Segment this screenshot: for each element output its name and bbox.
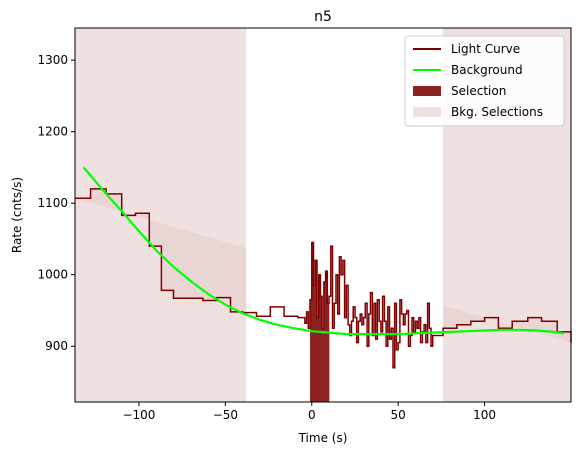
- background-layer: [82, 166, 565, 336]
- chart-title: n5: [314, 9, 332, 25]
- legend-label: Background: [451, 63, 523, 77]
- y-tick-label: 1000: [37, 268, 68, 282]
- light-curve-layer: [75, 188, 572, 369]
- light-curve-line: [75, 188, 572, 369]
- selection-bar: [318, 274, 321, 402]
- selection-bar: [323, 281, 326, 402]
- y-tick-label: 900: [45, 339, 68, 353]
- y-tick-label: 1100: [37, 196, 68, 210]
- x-tick-label: −50: [213, 408, 238, 422]
- selection-bar: [320, 296, 323, 402]
- legend-label: Bkg. Selections: [451, 105, 543, 119]
- x-tick-label: −100: [122, 408, 155, 422]
- x-tick-label: 100: [473, 408, 496, 422]
- selection-bar: [325, 271, 328, 402]
- legend-swatch: [413, 86, 441, 96]
- x-axis: −100 −50 0 50 100: [122, 402, 496, 422]
- y-axis: 900 1000 1100 1200 1300: [37, 53, 75, 353]
- x-tick-label: 0: [308, 408, 316, 422]
- legend-swatch: [413, 107, 441, 117]
- y-tick-label: 1300: [37, 53, 68, 67]
- x-tick-label: 50: [391, 408, 406, 422]
- y-axis-label: Rate (cnts/s): [10, 177, 24, 253]
- plot-frame: [74, 27, 572, 403]
- selection-bar: [311, 242, 314, 402]
- x-axis-label: Time (s): [298, 431, 348, 445]
- selection-bar: [327, 303, 330, 402]
- legend-label: Light Curve: [451, 42, 520, 56]
- selection-bar: [310, 299, 313, 402]
- legend-label: Selection: [451, 84, 506, 98]
- selection-bar: [316, 317, 319, 402]
- selection-bar: [322, 328, 325, 402]
- background-line: [82, 166, 565, 336]
- selection-bar: [313, 285, 316, 402]
- legend: Light Curve Background Selection Bkg. Selec…: [404, 35, 565, 127]
- legend-box: [404, 35, 565, 127]
- bkg-selection-band: [75, 28, 247, 402]
- y-tick-label: 1200: [37, 125, 68, 139]
